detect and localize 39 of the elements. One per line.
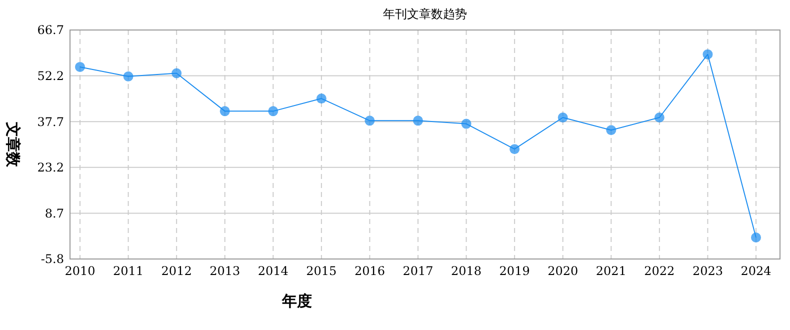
y-tick-label: -5.8 <box>40 252 64 266</box>
x-tick-label: 2023 <box>692 264 723 278</box>
x-tick-label: 2014 <box>258 264 289 278</box>
point <box>316 94 326 104</box>
x-tick-label: 2016 <box>354 264 385 278</box>
x-tick-label: 2017 <box>402 264 434 278</box>
point <box>364 116 375 126</box>
point <box>172 68 182 78</box>
point <box>606 125 616 136</box>
y-tick-label: 66.7 <box>37 23 64 38</box>
x-tick-label: 2011 <box>113 264 144 278</box>
point <box>510 144 520 154</box>
y-tick-label: 23.2 <box>37 160 64 175</box>
x-axis-title: 年度 <box>281 292 312 310</box>
x-tick-label: 2022 <box>644 264 675 278</box>
x-tick-label: 2021 <box>596 264 626 278</box>
y-tick-label: 37.7 <box>37 114 64 129</box>
x-tick-label: 2019 <box>499 264 530 278</box>
point <box>268 106 278 116</box>
y-tick-label: 52.2 <box>37 69 64 83</box>
x-tick-label: 2018 <box>451 264 482 278</box>
x-tick-label: 2015 <box>306 264 337 278</box>
y-axis-title: 文章数 <box>4 121 22 168</box>
x-tick-label: 2020 <box>548 264 578 278</box>
chart-title: 年刊文章数趋势 <box>383 7 467 21</box>
point <box>751 232 761 243</box>
y-tick-label: 8.7 <box>44 206 64 220</box>
x-tick-label: 2024 <box>740 264 772 278</box>
point <box>75 62 85 72</box>
point <box>461 118 472 129</box>
point <box>558 112 568 122</box>
point <box>220 106 230 116</box>
point <box>654 112 664 122</box>
point <box>702 49 713 60</box>
x-tick-label: 2010 <box>64 264 96 278</box>
x-tick-label: 2012 <box>161 264 192 278</box>
point <box>413 116 423 126</box>
x-tick-label: 2013 <box>210 264 240 278</box>
point <box>123 71 134 82</box>
